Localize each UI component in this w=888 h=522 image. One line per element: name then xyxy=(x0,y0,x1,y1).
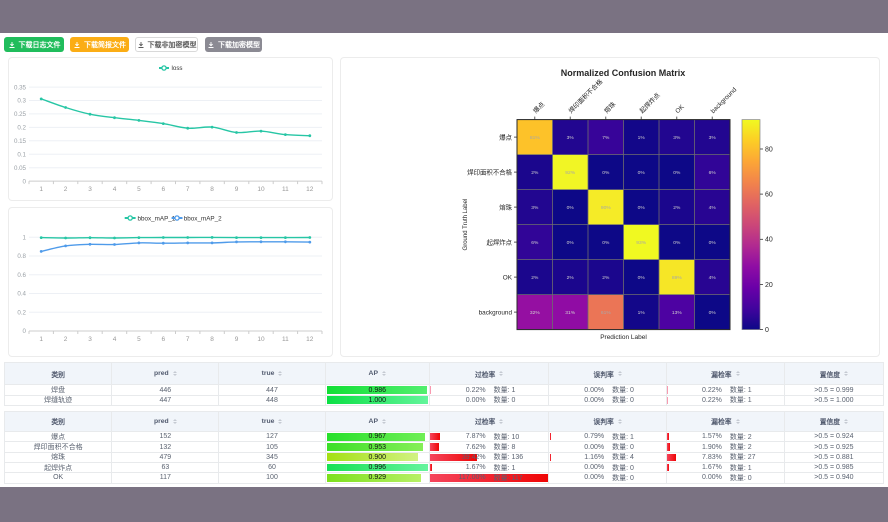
svg-text:Ground Truth Label: Ground Truth Label xyxy=(463,199,469,251)
svg-text:0.6: 0.6 xyxy=(17,272,26,279)
svg-text:12: 12 xyxy=(306,186,314,193)
svg-text:2%: 2% xyxy=(602,275,610,281)
svg-text:焊印面积不合格: 焊印面积不合格 xyxy=(467,168,512,177)
svg-text:0.2: 0.2 xyxy=(17,125,26,132)
svg-text:0.8: 0.8 xyxy=(17,253,26,260)
svg-text:焊印面积不合格: 焊印面积不合格 xyxy=(566,77,604,115)
svg-text:6%: 6% xyxy=(709,170,717,176)
svg-text:0.2: 0.2 xyxy=(17,310,26,317)
svg-text:bbox_mAP_1: bbox_mAP_1 xyxy=(138,215,176,222)
svg-text:2%: 2% xyxy=(531,170,539,176)
svg-text:0%: 0% xyxy=(638,205,646,211)
svg-text:8: 8 xyxy=(210,336,214,343)
svg-text:92%: 92% xyxy=(565,170,575,176)
svg-text:Normalized Confusion Matrix: Normalized Confusion Matrix xyxy=(561,68,686,78)
svg-text:2: 2 xyxy=(64,336,68,343)
svg-text:爆点: 爆点 xyxy=(499,133,512,142)
svg-text:3%: 3% xyxy=(567,135,575,141)
svg-text:0%: 0% xyxy=(602,240,610,246)
svg-text:0%: 0% xyxy=(709,310,717,316)
svg-text:5: 5 xyxy=(137,336,141,343)
svg-text:7: 7 xyxy=(186,336,190,343)
svg-text:0: 0 xyxy=(23,328,27,335)
svg-text:12: 12 xyxy=(306,336,314,343)
svg-text:1: 1 xyxy=(23,235,27,242)
svg-text:60: 60 xyxy=(765,192,773,199)
svg-text:32%: 32% xyxy=(530,310,540,316)
svg-text:0%: 0% xyxy=(567,205,575,211)
svg-text:Prediction Label: Prediction Label xyxy=(600,334,647,341)
svg-text:3%: 3% xyxy=(531,205,539,211)
svg-text:0%: 0% xyxy=(638,170,646,176)
svg-text:0%: 0% xyxy=(567,240,575,246)
svg-text:7%: 7% xyxy=(602,135,610,141)
svg-text:0.05: 0.05 xyxy=(14,165,27,172)
svg-text:0.15: 0.15 xyxy=(14,138,27,145)
svg-text:89%: 89% xyxy=(672,275,682,281)
svg-text:0%: 0% xyxy=(638,275,646,281)
svg-text:3%: 3% xyxy=(709,135,717,141)
svg-text:7: 7 xyxy=(186,186,190,193)
svg-text:3: 3 xyxy=(88,186,92,193)
svg-text:OK: OK xyxy=(503,275,513,282)
svg-text:31%: 31% xyxy=(565,310,575,316)
svg-text:4%: 4% xyxy=(709,275,717,281)
svg-text:10: 10 xyxy=(257,336,265,343)
svg-text:1%: 1% xyxy=(638,310,646,316)
svg-text:6: 6 xyxy=(161,186,165,193)
svg-text:20: 20 xyxy=(765,282,773,289)
svg-text:background: background xyxy=(479,310,513,317)
svg-text:40: 40 xyxy=(765,237,773,244)
svg-text:6: 6 xyxy=(161,336,165,343)
svg-text:起焊炸点: 起焊炸点 xyxy=(637,90,662,115)
svg-text:3: 3 xyxy=(88,336,92,343)
svg-text:11: 11 xyxy=(282,186,289,193)
svg-text:0.4: 0.4 xyxy=(17,291,26,298)
svg-text:10: 10 xyxy=(257,186,265,193)
svg-text:0.3: 0.3 xyxy=(17,98,26,105)
svg-text:90%: 90% xyxy=(601,205,611,211)
svg-text:4%: 4% xyxy=(709,205,717,211)
svg-text:0: 0 xyxy=(765,327,769,334)
svg-text:1: 1 xyxy=(39,186,43,193)
svg-text:熔珠: 熔珠 xyxy=(499,203,512,212)
svg-text:0%: 0% xyxy=(709,240,717,246)
svg-text:0.1: 0.1 xyxy=(17,151,26,158)
svg-text:background: background xyxy=(710,86,739,115)
svg-text:熔珠: 熔珠 xyxy=(602,99,618,115)
svg-text:3%: 3% xyxy=(673,135,681,141)
svg-text:2%: 2% xyxy=(567,275,575,281)
svg-text:bbox_mAP_2: bbox_mAP_2 xyxy=(184,215,222,222)
svg-text:11: 11 xyxy=(282,336,289,343)
svg-text:loss: loss xyxy=(172,65,183,72)
svg-text:0%: 0% xyxy=(673,240,681,246)
svg-text:0.25: 0.25 xyxy=(14,111,27,118)
svg-text:61%: 61% xyxy=(601,310,611,316)
svg-text:13%: 13% xyxy=(672,310,682,316)
svg-text:80: 80 xyxy=(765,146,773,153)
svg-text:5: 5 xyxy=(137,186,141,193)
svg-text:2%: 2% xyxy=(673,205,681,211)
svg-text:0%: 0% xyxy=(673,170,681,176)
svg-text:0: 0 xyxy=(23,178,27,185)
svg-text:9: 9 xyxy=(235,186,239,193)
svg-text:2: 2 xyxy=(64,186,68,193)
svg-text:4: 4 xyxy=(113,336,117,343)
svg-text:9: 9 xyxy=(235,336,239,343)
svg-text:1: 1 xyxy=(39,336,43,343)
svg-text:4: 4 xyxy=(113,186,117,193)
svg-text:0%: 0% xyxy=(602,170,610,176)
svg-text:0.35: 0.35 xyxy=(14,84,27,91)
svg-text:1%: 1% xyxy=(638,135,646,141)
svg-text:93%: 93% xyxy=(636,240,646,246)
svg-text:6%: 6% xyxy=(531,240,539,246)
svg-text:2%: 2% xyxy=(531,275,539,281)
svg-text:爆点: 爆点 xyxy=(531,99,547,115)
svg-text:起焊炸点: 起焊炸点 xyxy=(486,238,512,247)
svg-text:8: 8 xyxy=(210,186,214,193)
svg-text:81%: 81% xyxy=(530,135,540,141)
svg-text:OK: OK xyxy=(674,103,686,115)
